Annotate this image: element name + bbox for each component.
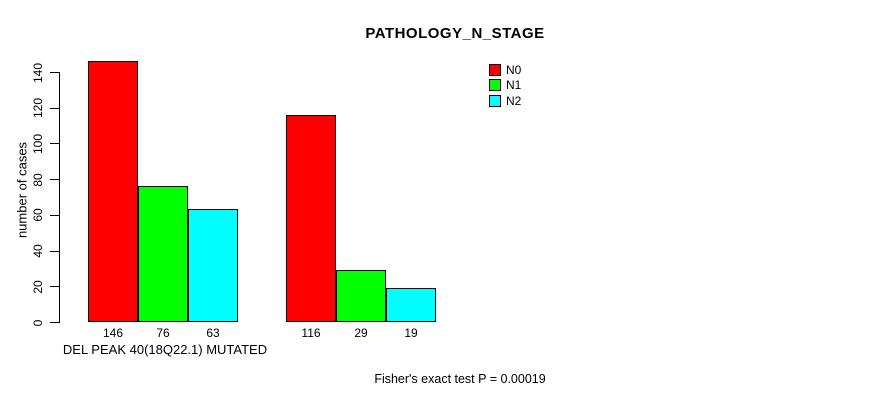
bar-value-N2-group1: 63: [206, 326, 220, 340]
y-axis-line: [59, 72, 60, 323]
bar-value-N1-group1: 76: [156, 326, 170, 340]
legend-swatch-N1: [489, 79, 501, 92]
y-tick-label: 60: [31, 208, 45, 223]
chart-title: PATHOLOGY_N_STAGE: [365, 25, 545, 42]
bar-N2-group1: [188, 209, 238, 322]
footnote-pvalue: Fisher's exact test P = 0.00019: [374, 372, 546, 386]
y-tick-label: 40: [31, 244, 45, 258]
y-tick: [50, 286, 59, 288]
bar-value-N2-group2: 19: [404, 326, 418, 340]
y-tick: [50, 322, 59, 323]
legend: N0 N1 N2: [489, 62, 521, 109]
y-tick-label: 100: [31, 133, 45, 154]
legend-row-N0: N0: [489, 62, 521, 78]
legend-row-N2: N2: [489, 93, 521, 109]
legend-row-N1: N1: [489, 78, 521, 94]
y-tick: [50, 250, 59, 252]
legend-label-N2: N2: [506, 93, 522, 108]
bar-N2-group2: [386, 288, 436, 322]
y-tick-label: 120: [31, 98, 45, 119]
bar-value-N1-group2: 29: [354, 326, 368, 340]
y-tick: [50, 143, 59, 145]
y-tick: [50, 179, 59, 181]
y-tick-label: 20: [31, 280, 45, 294]
legend-swatch-N0: [489, 63, 501, 76]
y-tick-label: 80: [31, 172, 45, 187]
bar-N0-group1: [88, 61, 138, 322]
bar-N1-group1: [138, 186, 188, 322]
legend-label-N1: N1: [506, 78, 522, 93]
bar-N1-group2: [336, 270, 386, 322]
y-tick-label: 0: [31, 319, 45, 326]
y-tick-label: 140: [31, 62, 45, 83]
y-tick: [50, 214, 59, 216]
y-tick: [50, 107, 59, 109]
bar-value-N0-group1: 146: [102, 326, 124, 340]
x-axis-label: DEL PEAK 40(18Q22.1) MUTATED: [62, 342, 268, 357]
bar-N0-group2: [286, 115, 336, 322]
bar-value-N0-group2: 116: [301, 326, 321, 340]
legend-label-N0: N0: [506, 62, 522, 77]
y-axis-label: number of cases: [14, 141, 30, 239]
legend-swatch-N2: [489, 94, 501, 107]
y-tick: [50, 72, 59, 73]
